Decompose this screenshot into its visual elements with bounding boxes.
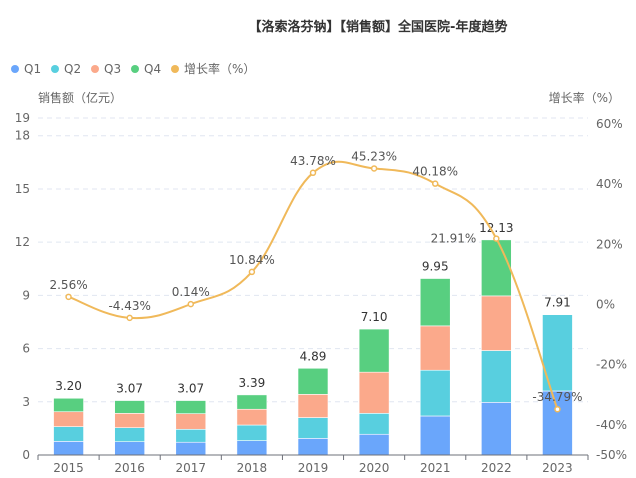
bar-q1-2016 — [114, 441, 145, 456]
bar-q3-2019 — [297, 394, 329, 418]
y2-axis-title: 增长率（%） — [549, 90, 620, 105]
growth-label: 0.14% — [172, 285, 210, 299]
bar-q1-2017 — [175, 441, 207, 456]
growth-point-2016 — [126, 314, 133, 322]
growth-label: 10.84% — [229, 253, 275, 267]
bar-q4-2018 — [236, 394, 268, 410]
x-tick-label: 2016 — [114, 461, 145, 475]
bar-q4-2020 — [358, 328, 390, 373]
y-tick-label: 15 — [15, 182, 30, 196]
x-tick-label: 2017 — [176, 461, 207, 475]
bar-q3-2018 — [236, 408, 268, 426]
bar-q3-2016 — [114, 413, 145, 428]
growth-point-2023 — [554, 405, 561, 413]
growth-point-2022 — [493, 235, 500, 242]
x-tick-label: 2019 — [298, 461, 329, 475]
bar-q1-2019 — [297, 438, 329, 456]
x-tick-label: 2015 — [53, 461, 84, 475]
bar-q4-2016 — [114, 400, 145, 414]
growth-point-2018 — [248, 268, 256, 276]
growth-point-2015 — [65, 293, 72, 301]
y-tick-label: 19 — [15, 111, 30, 125]
bar-q2-2018 — [236, 424, 268, 441]
y-axis-title: 销售额（亿元） — [38, 90, 122, 105]
bar-q4-2015 — [53, 397, 84, 413]
growth-label: 45.23% — [351, 149, 397, 163]
bar-total-label: 3.39 — [239, 376, 266, 390]
y-tick-label: 12 — [15, 235, 30, 249]
bar-total-label: 7.91 — [544, 296, 571, 310]
y2-tick-label: 60% — [596, 117, 623, 131]
growth-point-2021 — [431, 180, 439, 187]
bar-q1-2023 — [542, 390, 573, 456]
y2-tick-label: -50% — [596, 448, 627, 462]
chart-title: 【洛索洛芬钠】【销售额】全国医院-年度趋势 — [249, 19, 508, 35]
growth-label: 40.18% — [412, 165, 458, 179]
growth-point-2019 — [309, 169, 317, 177]
legend-marker-2 — [91, 65, 99, 73]
legend-label-4: 增长率（%） — [184, 61, 255, 76]
y2-tick-label: -20% — [596, 358, 627, 372]
growth-label: -4.43% — [108, 299, 150, 313]
y-tick-label: 0 — [22, 448, 30, 462]
y-tick-label: 3 — [22, 395, 30, 409]
legend-label-3: Q4 — [144, 62, 161, 76]
bar-q4-2017 — [175, 400, 207, 414]
growth-point-2017 — [187, 300, 195, 308]
bar-q2-2017 — [175, 428, 207, 443]
bar-total-label: 7.10 — [361, 310, 388, 324]
y-tick-label: 9 — [22, 288, 30, 302]
bar-q1-2020 — [358, 433, 390, 456]
legend-label-1: Q2 — [64, 62, 81, 76]
bar-q1-2022 — [481, 402, 512, 456]
y2-tick-label: -40% — [596, 418, 627, 432]
bar-q2-2021 — [419, 369, 451, 417]
bar-q1-2018 — [236, 440, 268, 456]
growth-label: 2.56% — [49, 278, 87, 292]
bar-total-label: 3.20 — [55, 379, 82, 393]
y-tick-label: 6 — [22, 342, 30, 356]
bar-q4-2022 — [481, 239, 512, 297]
legend-label-0: Q1 — [24, 62, 41, 76]
x-tick-label: 2020 — [359, 461, 390, 475]
legend: Q1 Q2 Q3 Q4 增长率（%） — [11, 61, 255, 76]
growth-point-2020 — [370, 165, 378, 172]
bar-q2-2020 — [358, 413, 390, 435]
bar-total-label: 3.07 — [116, 382, 143, 396]
bar-q3-2015 — [53, 411, 84, 427]
x-tick-label: 2022 — [481, 461, 512, 475]
legend-label-2: Q3 — [104, 62, 121, 76]
x-tick-label: 2023 — [542, 461, 573, 475]
bar-total-label: 4.89 — [300, 349, 327, 363]
growth-label: -34.79% — [532, 390, 582, 404]
bar-total-label: 12.13 — [479, 221, 513, 235]
bar-q4-2019 — [297, 367, 329, 395]
bar-q3-2021 — [419, 325, 451, 371]
bar-q2-2022 — [481, 350, 512, 403]
bar-total-label: 9.95 — [422, 260, 449, 274]
y2-tick-label: 40% — [596, 177, 623, 191]
bar-q2-2015 — [53, 426, 84, 442]
legend-marker-1 — [51, 65, 59, 73]
bar-q1-2021 — [419, 415, 451, 456]
x-tick-label: 2021 — [420, 461, 451, 475]
bar-q1-2015 — [53, 441, 84, 456]
bar-q4-2021 — [419, 278, 451, 327]
bar-q2-2019 — [297, 417, 329, 439]
growth-label: 43.78% — [290, 154, 336, 168]
x-tick-label: 2018 — [237, 461, 268, 475]
y-tick-label: 18 — [15, 129, 30, 143]
legend-marker-3 — [131, 65, 139, 73]
legend-marker-0 — [11, 65, 19, 73]
bar-total-label: 3.07 — [177, 382, 204, 396]
y2-tick-label: 0% — [596, 298, 615, 312]
bar-q3-2022 — [481, 295, 512, 351]
growth-label: 21.91% — [431, 232, 477, 246]
bar-q3-2020 — [358, 371, 390, 414]
bar-q3-2017 — [175, 413, 207, 430]
legend-marker-4 — [171, 65, 179, 73]
y2-tick-label: 20% — [596, 237, 623, 251]
bar-q2-2016 — [114, 427, 145, 442]
